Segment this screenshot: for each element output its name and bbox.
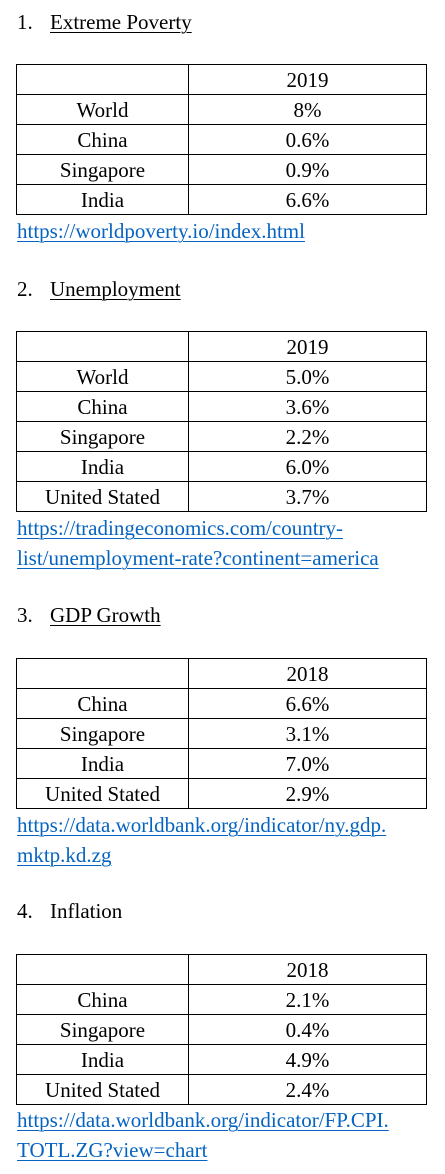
table-header-row: 2018 [16,658,427,689]
section-title: GDP Growth [50,603,161,627]
table-row: India 4.9% [16,1044,427,1075]
value-cell: 5.0% [188,361,427,392]
section-heading-gdp-growth: 3. GDP Growth [17,603,161,627]
table-row: Singapore 2.2% [16,421,427,452]
country-cell: World [16,94,189,125]
section-number: 2. [17,277,33,301]
year-header-cell: 2019 [188,64,427,95]
empty-header-cell [16,64,189,95]
table-header-row: 2018 [16,954,427,985]
country-cell: Singapore [16,1014,189,1045]
value-cell: 6.0% [188,451,427,482]
gdp-growth-table: 2018 China 6.6% Singapore 3.1% India 7.0% U… [16,658,427,809]
section-title: Extreme Poverty [50,10,192,34]
value-cell: 6.6% [188,184,427,215]
value-cell: 7.0% [188,748,427,779]
extreme-poverty-table: 2019 World 8% China 0.6% Singapore 0.9% Ind… [16,64,427,215]
link-line: https://worldpoverty.io/index.html [17,219,305,243]
empty-header-cell [16,331,189,362]
value-cell: 0.4% [188,1014,427,1045]
link-line: https://data.worldbank.org/indicator/FP.… [17,1108,389,1132]
link-line: list/unemployment-rate?continent=america [17,546,379,570]
empty-header-cell [16,658,189,689]
inflation-table: 2018 China 2.1% Singapore 0.4% India 4.9% U… [16,954,427,1105]
link-line: https://tradingeconomics.com/country- [17,516,344,540]
table-row: India 7.0% [16,748,427,779]
value-cell: 3.6% [188,391,427,422]
table-row: India 6.0% [16,451,427,482]
table-row: Singapore 0.4% [16,1014,427,1045]
section-title: Unemployment [50,277,181,301]
year-header-cell: 2019 [188,331,427,362]
table-row: Singapore 0.9% [16,154,427,185]
country-cell: United Stated [16,778,189,809]
link-line: https://data.worldbank.org/indicator/ny.… [17,813,387,837]
section-title: Inflation [50,899,123,923]
value-cell: 3.7% [188,481,427,512]
country-cell: China [16,124,189,155]
section-number: 3. [17,603,33,627]
link-line: mktp.kd.zg [17,843,112,867]
value-cell: 0.6% [188,124,427,155]
year-header-cell: 2018 [188,954,427,985]
year-header-cell: 2018 [188,658,427,689]
country-cell: United Stated [16,481,189,512]
section-heading-extreme-poverty: 1. Extreme Poverty [17,10,192,34]
country-cell: China [16,391,189,422]
value-cell: 2.2% [188,421,427,452]
unemployment-table: 2019 World 5.0% China 3.6% Singapore 2.2% I… [16,331,427,512]
value-cell: 3.1% [188,718,427,749]
country-cell: India [16,748,189,779]
country-cell: Singapore [16,421,189,452]
table-header-row: 2019 [16,64,427,95]
country-cell: Singapore [16,718,189,749]
country-cell: China [16,984,189,1015]
value-cell: 2.1% [188,984,427,1015]
link-line: TOTL.ZG?view=chart [17,1138,208,1162]
country-cell: China [16,688,189,719]
section-heading-inflation: 4. Inflation [17,899,122,923]
table-row: China 2.1% [16,984,427,1015]
table-row: World 8% [16,94,427,125]
source-link-worldbank-cpi[interactable]: https://data.worldbank.org/indicator/FP.… [17,1105,389,1165]
table-row: World 5.0% [16,361,427,392]
table-row: China 6.6% [16,688,427,719]
section-heading-unemployment: 2. Unemployment [17,277,181,301]
value-cell: 8% [188,94,427,125]
table-row: China 0.6% [16,124,427,155]
value-cell: 2.4% [188,1074,427,1105]
country-cell: Singapore [16,154,189,185]
table-row: United Stated 2.4% [16,1074,427,1105]
country-cell: World [16,361,189,392]
table-row: United Stated 3.7% [16,481,427,512]
value-cell: 2.9% [188,778,427,809]
country-cell: India [16,184,189,215]
table-header-row: 2019 [16,331,427,362]
table-row: United Stated 2.9% [16,778,427,809]
section-number: 4. [17,899,33,923]
country-cell: United Stated [16,1074,189,1105]
table-row: India 6.6% [16,184,427,215]
country-cell: India [16,1044,189,1075]
table-row: Singapore 3.1% [16,718,427,749]
country-cell: India [16,451,189,482]
source-link-worldpoverty[interactable]: https://worldpoverty.io/index.html [17,216,305,246]
source-link-tradingeconomics[interactable]: https://tradingeconomics.com/country- li… [17,513,379,573]
value-cell: 6.6% [188,688,427,719]
source-link-worldbank-gdp[interactable]: https://data.worldbank.org/indicator/ny.… [17,810,386,870]
value-cell: 4.9% [188,1044,427,1075]
table-row: China 3.6% [16,391,427,422]
value-cell: 0.9% [188,154,427,185]
section-number: 1. [17,10,33,34]
empty-header-cell [16,954,189,985]
